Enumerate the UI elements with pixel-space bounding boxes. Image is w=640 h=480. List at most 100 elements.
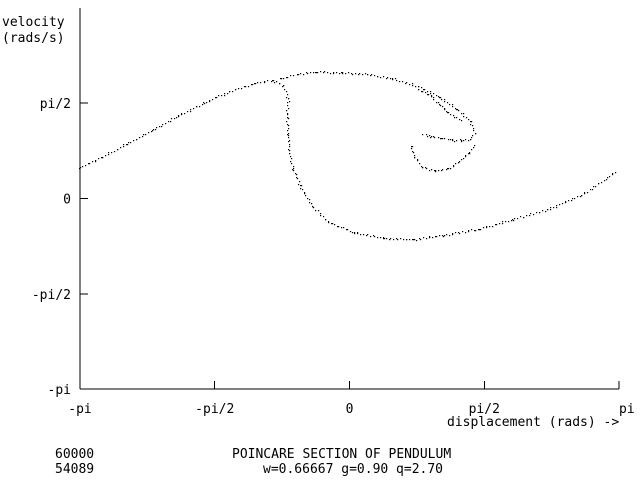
data-point — [342, 73, 344, 75]
data-point — [216, 97, 218, 99]
data-point — [145, 134, 147, 136]
data-point — [255, 83, 257, 85]
data-point — [360, 234, 362, 236]
data-point — [479, 229, 481, 231]
data-point — [254, 83, 256, 85]
data-point — [409, 239, 411, 241]
data-point — [373, 235, 375, 237]
data-point — [444, 99, 446, 101]
data-point — [465, 232, 467, 234]
data-point — [351, 73, 353, 75]
data-point — [324, 71, 326, 73]
x-tick-label: pi — [619, 402, 635, 417]
data-point — [383, 237, 385, 239]
data-point — [126, 144, 128, 146]
data-point — [184, 113, 186, 115]
data-point — [316, 72, 318, 74]
data-point — [454, 141, 456, 143]
data-point — [310, 72, 312, 74]
data-point — [85, 165, 87, 167]
data-point — [289, 140, 291, 142]
data-point — [439, 235, 441, 237]
data-point — [224, 95, 226, 97]
data-point — [363, 234, 365, 236]
data-point — [512, 219, 514, 221]
data-point — [400, 238, 402, 240]
data-point — [463, 158, 465, 160]
data-point — [453, 115, 455, 117]
data-point — [550, 207, 552, 209]
data-point — [327, 72, 329, 74]
data-point — [412, 239, 414, 241]
data-point — [108, 154, 110, 156]
data-point — [609, 176, 611, 178]
data-point — [587, 192, 589, 194]
data-point — [612, 173, 614, 175]
data-point — [472, 125, 474, 127]
data-point — [307, 198, 309, 200]
data-point — [442, 138, 444, 140]
data-point — [384, 238, 386, 240]
data-point — [429, 170, 431, 172]
data-point — [305, 195, 307, 197]
data-point — [264, 81, 266, 83]
data-point — [297, 74, 299, 76]
data-point — [108, 152, 110, 154]
data-point — [248, 86, 250, 88]
data-point — [465, 156, 467, 158]
data-point — [492, 226, 494, 228]
data-point — [320, 213, 322, 215]
data-point — [176, 117, 178, 119]
data-point — [452, 106, 454, 108]
data-point — [468, 153, 470, 155]
data-point — [431, 95, 433, 97]
data-point — [462, 231, 464, 233]
data-point — [299, 181, 301, 183]
data-point — [465, 139, 467, 141]
data-point — [456, 109, 458, 111]
data-point — [288, 98, 290, 100]
data-point — [441, 138, 443, 140]
data-point — [315, 72, 317, 74]
data-point — [333, 72, 335, 74]
data-point — [412, 83, 414, 85]
y-axis-label-line2: (rads/s) — [2, 31, 65, 46]
data-point — [436, 236, 438, 238]
data-point — [181, 113, 183, 115]
data-point — [187, 111, 189, 113]
data-point — [323, 216, 325, 218]
data-point — [438, 170, 440, 172]
data-point — [298, 74, 300, 76]
data-point — [427, 94, 429, 96]
data-point — [429, 237, 431, 239]
data-point — [468, 119, 470, 121]
data-point — [392, 78, 394, 80]
data-point — [471, 121, 473, 123]
y-tick-label: -pi — [48, 383, 71, 398]
data-point — [447, 112, 449, 114]
data-point — [431, 96, 433, 98]
data-point — [156, 127, 158, 129]
data-point — [457, 109, 459, 111]
data-point — [88, 163, 90, 165]
data-point — [475, 230, 477, 232]
data-point — [463, 113, 465, 115]
data-point — [448, 168, 450, 170]
x-axis-label: displacement (rads) -> — [447, 415, 620, 430]
data-point — [520, 216, 522, 218]
data-point — [452, 233, 454, 235]
data-point — [102, 157, 104, 159]
data-point — [199, 106, 201, 108]
data-point — [111, 152, 113, 154]
data-point — [463, 140, 465, 142]
data-point — [459, 161, 461, 163]
data-point — [526, 215, 528, 217]
data-point — [433, 97, 435, 99]
data-point — [414, 157, 416, 159]
chart-title: POINCARE SECTION OF PENDULUM — [232, 447, 452, 462]
data-point — [287, 124, 289, 126]
data-point — [95, 161, 97, 163]
data-point — [446, 169, 448, 171]
data-point — [426, 134, 428, 136]
data-point — [513, 220, 515, 222]
